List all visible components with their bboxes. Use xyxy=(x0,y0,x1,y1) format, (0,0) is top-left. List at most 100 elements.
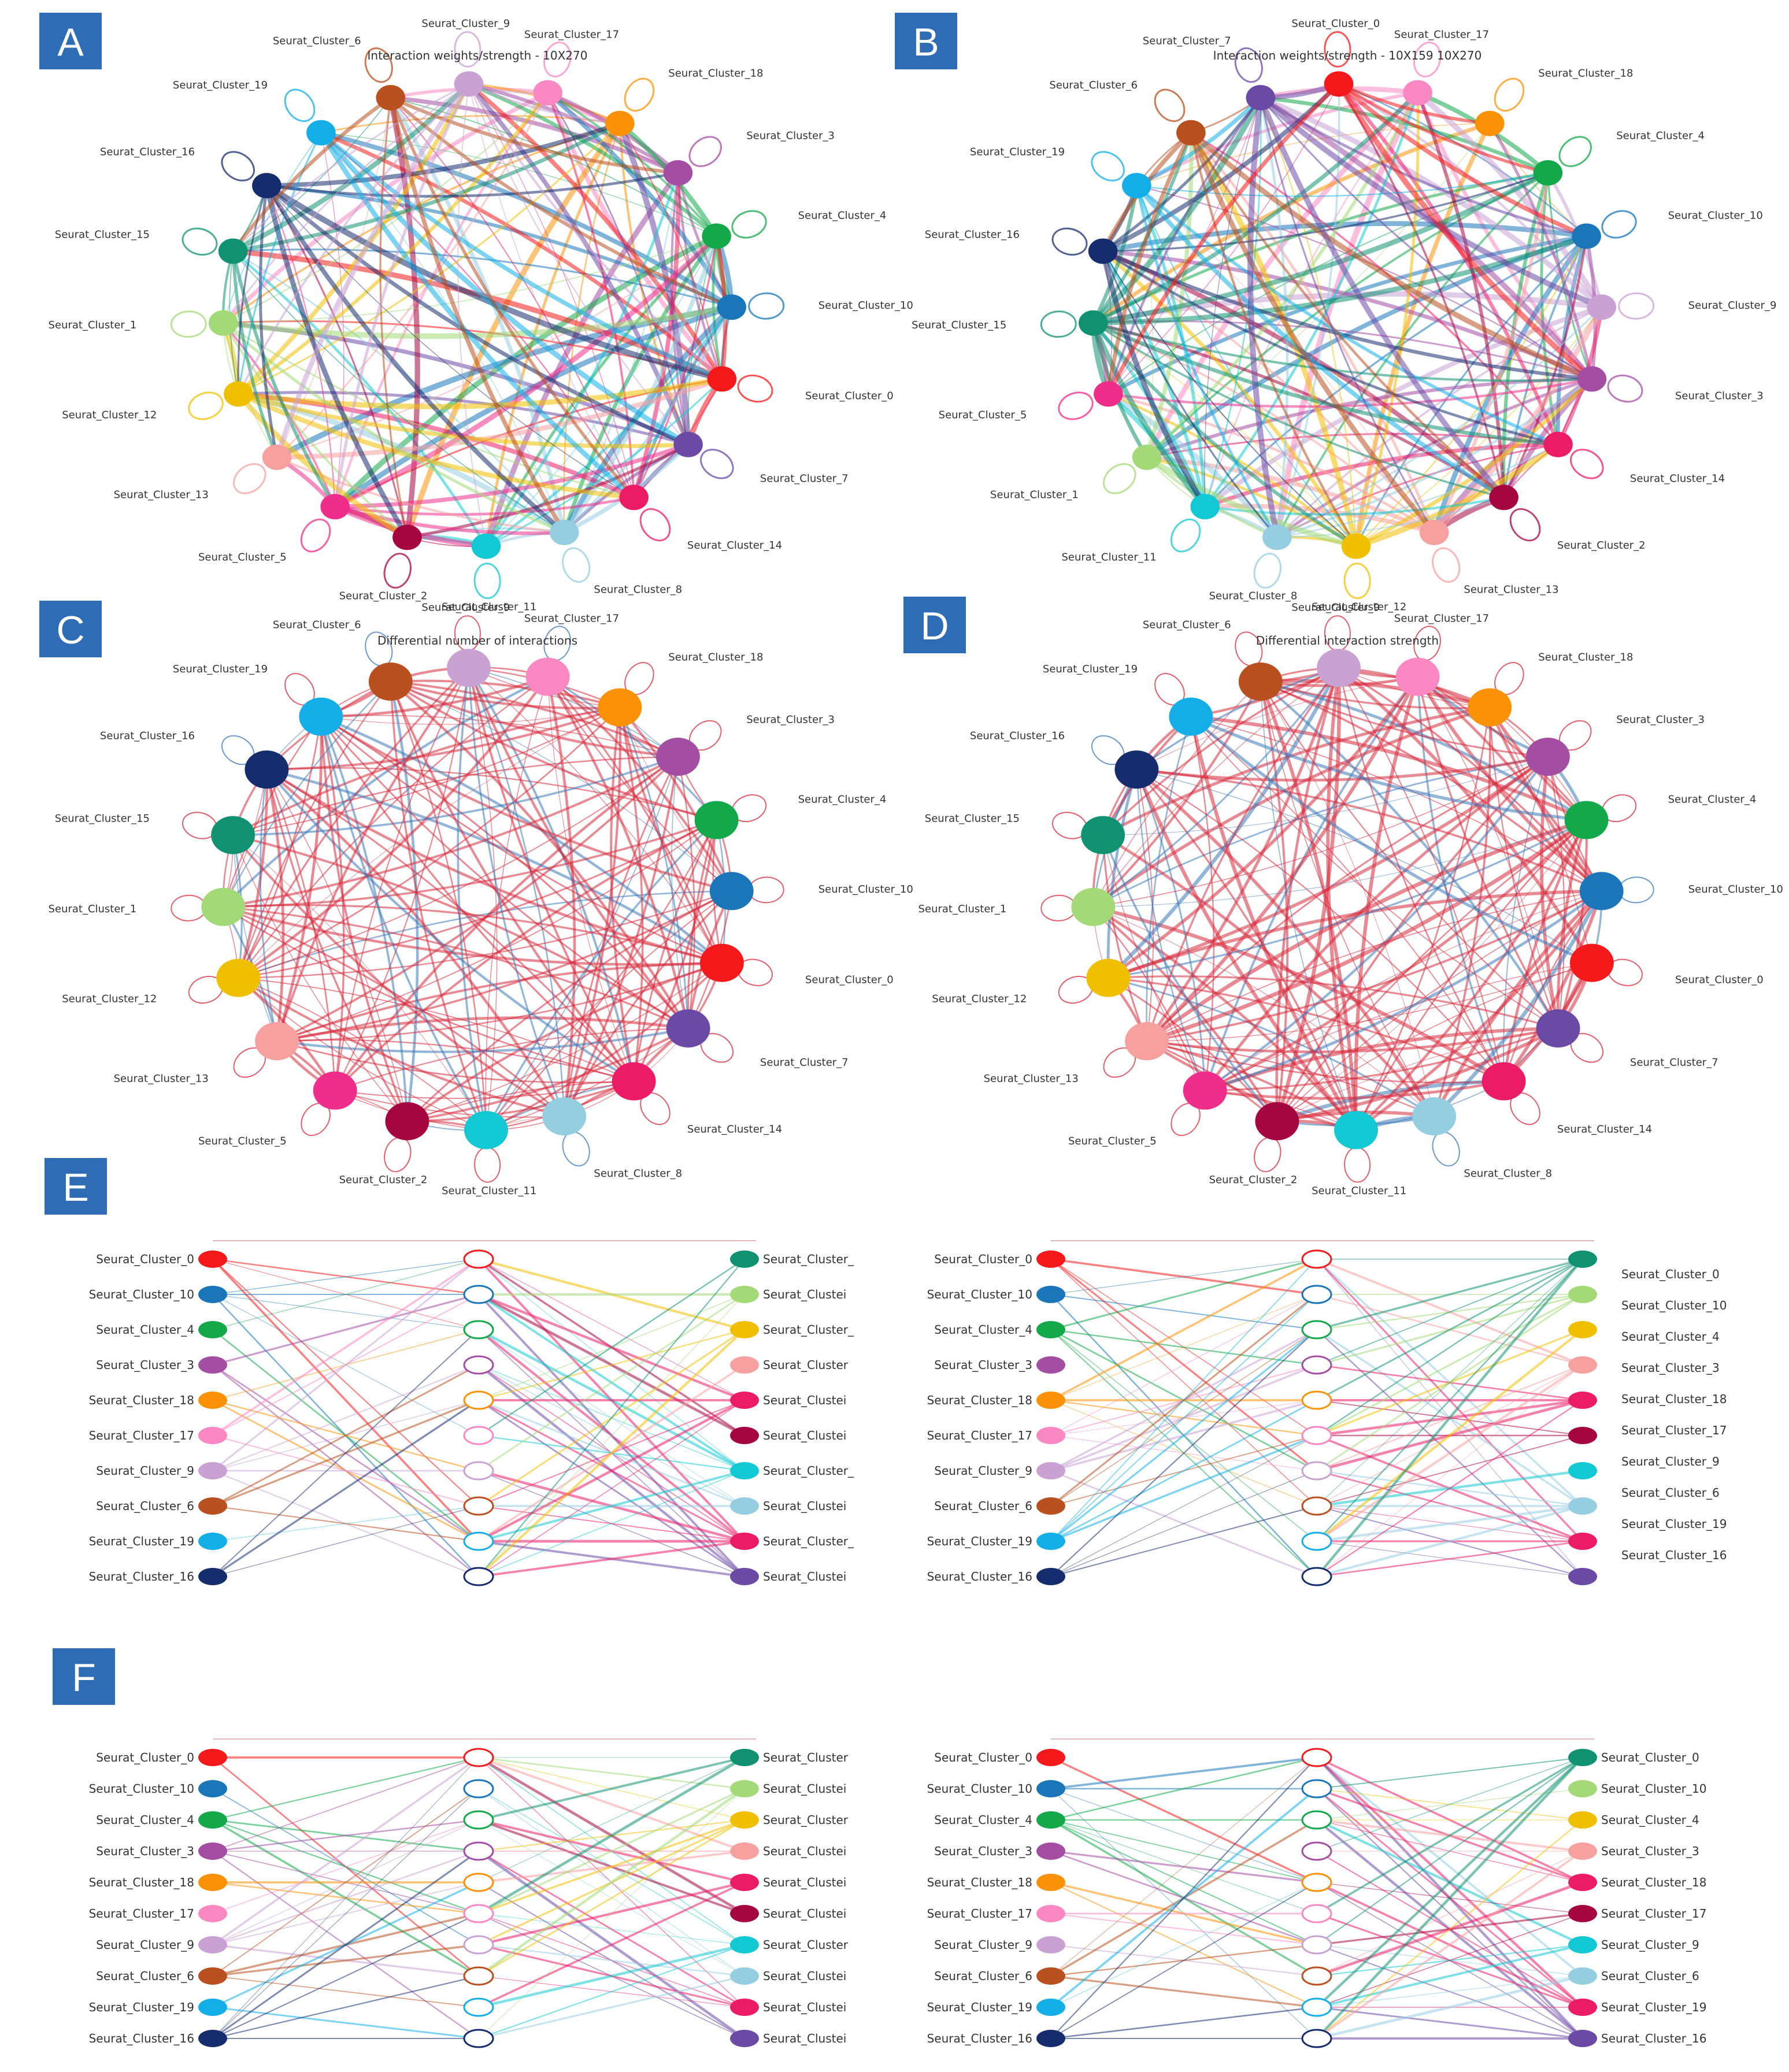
panel-d-edge-seurat-cluster-2-to-seurat-cluster-6 xyxy=(1259,681,1289,1122)
panel-a-edge-seurat-cluster-2-to-seurat-cluster-16 xyxy=(266,185,408,538)
panel-c-edge-seurat-cluster-12-to-seurat-cluster-19 xyxy=(238,716,322,979)
panel-d-edge-seurat-cluster-8-to-seurat-cluster-6 xyxy=(1260,681,1435,1117)
panel-d-node-seurat-cluster-1 xyxy=(1071,887,1116,926)
panel-a-label-seurat-cluster-3: Seurat_Cluster_3 xyxy=(746,130,835,142)
panel-f-right-target-node-3 xyxy=(1568,1842,1597,1860)
panel-c-edge-seurat-cluster-13-to-seurat-cluster-19 xyxy=(275,716,323,1042)
panel-e-right-middle-node-seurat-cluster-3 xyxy=(1301,1355,1332,1375)
panel-d-node-seurat-cluster-16 xyxy=(1114,750,1159,789)
panel-d-edge-seurat-cluster-9-to-seurat-cluster-2 xyxy=(1275,667,1340,1122)
panel-c-label-seurat-cluster-6: Seurat_Cluster_6 xyxy=(273,619,361,631)
panel-a-label-seurat-cluster-7: Seurat_Cluster_7 xyxy=(760,473,849,485)
panel-B-title: Interaction weights/strength - 10X159 10… xyxy=(1213,49,1482,62)
panel-b-label-seurat-cluster-3: Seurat_Cluster_3 xyxy=(1675,390,1764,402)
panel-f-left-middle-node-seurat-cluster-0 xyxy=(463,1748,494,1767)
panel-f-right-edge-mid-9-tgt-7 xyxy=(1316,1974,1583,2040)
panel-d-edge-seurat-cluster-6-to-seurat-cluster-1 xyxy=(1092,681,1261,908)
panel-f-left-source-node-seurat-cluster-0 xyxy=(198,1749,227,1766)
panel-d-label-seurat-cluster-19: Seurat_Cluster_19 xyxy=(1043,663,1138,675)
panel-b-edge-seurat-cluster-0-to-seurat-cluster-10 xyxy=(1337,82,1588,238)
panel-f-left-middle-node-seurat-cluster-18 xyxy=(463,1873,494,1892)
panel-b-edge-seurat-cluster-12-to-seurat-cluster-17 xyxy=(1354,92,1420,547)
panel-a-edge-seurat-cluster-15-to-seurat-cluster-13 xyxy=(231,251,279,458)
panel-a-self-loop-seurat-cluster-7 xyxy=(700,449,734,479)
panel-c-edge-seurat-cluster-10-to-seurat-cluster-18 xyxy=(618,706,733,892)
panel-d-node-seurat-cluster-10 xyxy=(1579,872,1624,911)
panel-d-label-seurat-cluster-5: Seurat_Cluster_5 xyxy=(1068,1135,1157,1148)
panel-d-edge-seurat-cluster-5-to-seurat-cluster-19 xyxy=(1190,716,1215,1091)
panel-e-left-edge-mid-0-tgt-4 xyxy=(478,1259,745,1401)
panel-f-left-source-node-seurat-cluster-17 xyxy=(198,1905,227,1922)
panel-f-left-edge-src-6-mid-0 xyxy=(212,1756,480,1946)
panel-f-right-source-node-seurat-cluster-6 xyxy=(1036,1967,1065,1985)
panel-e-right-middle-node-seurat-cluster-10 xyxy=(1301,1285,1332,1304)
panel-e-left-middle-node-seurat-cluster-0 xyxy=(463,1249,494,1269)
panel-a-label-seurat-cluster-14: Seurat_Cluster_14 xyxy=(687,539,782,552)
panel-c-edge-seurat-cluster-9-to-seurat-cluster-5 xyxy=(334,667,469,1091)
panel-c-edge-seurat-cluster-9-to-seurat-cluster-12 xyxy=(237,667,470,979)
panel-c-edge-seurat-cluster-13-to-seurat-cluster-3 xyxy=(276,756,679,1042)
panel-f-left-source-node-seurat-cluster-4 xyxy=(198,1811,227,1829)
panel-f-right-source-label-seurat-cluster-9: Seurat_Cluster_9 xyxy=(934,1938,1032,1952)
panel-d-edge-seurat-cluster-5-to-seurat-cluster-7 xyxy=(1205,1027,1559,1092)
panel-b-label-seurat-cluster-12: Seurat_Cluster_12 xyxy=(1312,601,1406,613)
panel-f-right-source-node-seurat-cluster-3 xyxy=(1036,1842,1065,1860)
panel-a-node-seurat-cluster-14 xyxy=(619,484,649,510)
panel-a-self-loop-seurat-cluster-2 xyxy=(383,553,412,589)
panel-f-left-target-label-5: Seurat_Clustei xyxy=(763,1907,846,1921)
panel-e-left-target-node-6 xyxy=(730,1462,759,1479)
panel-f-left-target-node-9 xyxy=(730,2030,759,2047)
panel-a-edge-seurat-cluster-9-to-seurat-cluster-13 xyxy=(275,82,471,458)
panel-e-left-edge-src-9-mid-7 xyxy=(212,1505,479,1577)
panel-d-label-seurat-cluster-18: Seurat_Cluster_18 xyxy=(1538,652,1633,664)
panel-f-left-edge-mid-5-tgt-6 xyxy=(478,1913,745,1945)
panel-A-title: Interaction weights/strength - 10X270 xyxy=(368,49,588,62)
panel-e-right-source-node-seurat-cluster-6 xyxy=(1036,1497,1065,1515)
panel-f-right-source-node-seurat-cluster-9 xyxy=(1036,1936,1065,1953)
panel-c-edge-seurat-cluster-19-to-seurat-cluster-0 xyxy=(320,716,723,964)
panel-d-edge-seurat-cluster-9-to-seurat-cluster-16 xyxy=(1136,667,1339,771)
panel-e-left-edge-mid-9-tgt-4 xyxy=(478,1400,745,1577)
panel-f-right-source-node-seurat-cluster-19 xyxy=(1036,1999,1065,2016)
panel-f-right-edge-mid-9-tgt-2 xyxy=(1316,1819,1583,2039)
panel-d-edge-seurat-cluster-0-to-seurat-cluster-2 xyxy=(1276,962,1592,1122)
panel-b-label-seurat-cluster-0: Seurat_Cluster_0 xyxy=(1291,17,1380,29)
panel-c-edge-seurat-cluster-12-to-seurat-cluster-10 xyxy=(238,890,732,979)
panel-f-left-source-node-seurat-cluster-9 xyxy=(198,1936,227,1953)
panel-d-edge-seurat-cluster-9-to-seurat-cluster-11 xyxy=(1326,667,1358,1131)
panel-f-right-source-label-seurat-cluster-6: Seurat_Cluster_6 xyxy=(934,1969,1032,1983)
panel-a-edge-seurat-cluster-11-to-seurat-cluster-10 xyxy=(485,306,733,547)
panel-b-label-seurat-cluster-13: Seurat_Cluster_13 xyxy=(1464,584,1558,596)
panel-b-node-seurat-cluster-2 xyxy=(1489,484,1518,510)
panel-d-edge-seurat-cluster-5-to-seurat-cluster-14 xyxy=(1205,1080,1505,1100)
panel-a-edge-seurat-cluster-16-to-seurat-cluster-8 xyxy=(265,184,566,534)
panel-e-left-edge-src-9-mid-4 xyxy=(212,1399,479,1578)
panel-a-node-seurat-cluster-15 xyxy=(218,238,248,264)
panel-f-right-middle-node-seurat-cluster-3 xyxy=(1301,1841,1332,1861)
panel-e-right-target-node-9 xyxy=(1568,1568,1597,1585)
panel-e-right-source-label-seurat-cluster-4: Seurat_Cluster_4 xyxy=(934,1323,1032,1337)
panel-C-badge: C xyxy=(39,601,102,657)
panel-e-right-edge-mid-7-tgt-0 xyxy=(1316,1259,1583,1507)
panel-b-self-loop-seurat-cluster-1 xyxy=(1103,463,1136,494)
panel-b-label-seurat-cluster-16: Seurat_Cluster_16 xyxy=(925,228,1020,240)
panel-f-left-target-node-4 xyxy=(730,1874,759,1891)
panel-d-edge-seurat-cluster-6-to-seurat-cluster-18 xyxy=(1260,680,1490,709)
panel-c-node-seurat-cluster-12 xyxy=(216,959,261,997)
panel-d-label-seurat-cluster-14: Seurat_Cluster_14 xyxy=(1557,1123,1652,1135)
panel-d-label-seurat-cluster-13: Seurat_Cluster_13 xyxy=(984,1073,1079,1085)
panel-f-right-edge-mid-9-tgt-0 xyxy=(1316,1756,1584,2040)
panel-c-edge-seurat-cluster-0-to-seurat-cluster-17 xyxy=(547,676,723,964)
panel-a-node-seurat-cluster-19 xyxy=(306,120,336,146)
panel-c-label-seurat-cluster-16: Seurat_Cluster_16 xyxy=(100,730,195,742)
panel-f-left-source-node-seurat-cluster-16 xyxy=(198,2030,227,2047)
panel-e-left-target-label-3: Seurat_Cluster xyxy=(763,1358,849,1372)
panel-f-left-target-node-3 xyxy=(730,1842,759,1860)
panel-f-right-middle-node-seurat-cluster-10 xyxy=(1301,1779,1332,1799)
panel-E-badge: E xyxy=(45,1158,107,1215)
panel-a-self-loop-seurat-cluster-15 xyxy=(182,227,218,256)
panel-d-node-seurat-cluster-8 xyxy=(1412,1097,1457,1135)
panel-e-right-edge-src-9-mid-6 xyxy=(1050,1470,1317,1577)
panel-b-node-seurat-cluster-7 xyxy=(1246,85,1276,110)
